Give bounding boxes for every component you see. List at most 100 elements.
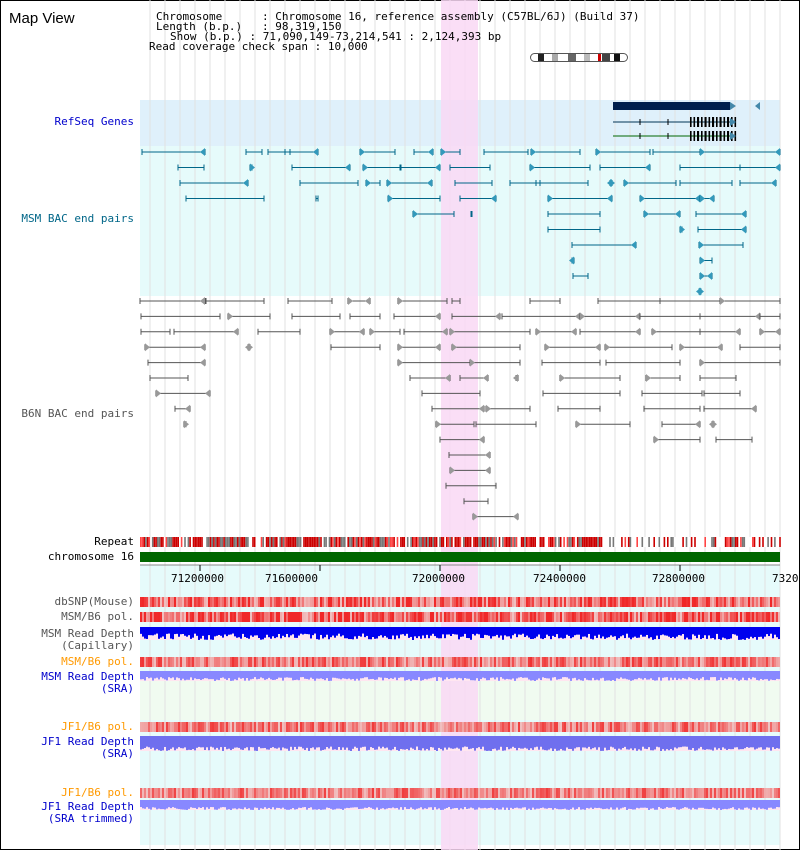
bac-end-arrow <box>359 327 364 336</box>
bac-end-arrow <box>442 327 447 336</box>
length-value: 98,319,150 <box>275 20 342 33</box>
bac-end-arrow <box>775 163 780 172</box>
length-row: Length (b.p.) : 98,319,150 <box>156 20 342 33</box>
bac-end-arrow <box>695 194 700 203</box>
bac-end-arrow <box>560 374 565 382</box>
bac-end-arrow <box>185 404 190 413</box>
label-b6n-bac: B6N BAC end pairs <box>21 407 134 420</box>
bac-end-arrow <box>491 194 496 203</box>
bac-end-arrow <box>575 312 580 321</box>
bac-end-arrow <box>452 343 457 352</box>
chromosome-value: Chromosome 16, reference assembly (C57BL… <box>275 10 640 23</box>
bac-end-arrow <box>699 241 704 249</box>
repeat-track <box>140 537 781 547</box>
exon-mark <box>712 131 715 141</box>
exon-mark <box>716 131 718 141</box>
bac-end-arrow <box>709 194 714 203</box>
exon-mark <box>693 117 696 127</box>
show-key: Show (b.p.) <box>170 30 243 43</box>
bac-end-arrow <box>427 179 432 187</box>
bac-end-arrow <box>707 272 712 280</box>
bac-end-arrow <box>607 179 612 187</box>
bac-end-arrow <box>717 343 722 352</box>
exon-mark <box>716 117 718 127</box>
bac-end-arrow <box>156 389 161 398</box>
bac-end-arrow <box>680 225 685 234</box>
axis-ticks <box>199 565 681 571</box>
bac-end-arrow <box>700 256 705 265</box>
bac-end-arrow <box>644 210 649 218</box>
bac-end-arrow <box>760 327 765 336</box>
label-repeat: Repeat <box>94 535 134 548</box>
exon-mark <box>690 117 692 127</box>
bac-end-arrow <box>695 420 700 429</box>
msm-bac-pairs[interactable] <box>141 148 781 296</box>
bac-end-arrow <box>495 312 500 321</box>
bac-end-arrow <box>571 327 576 336</box>
bac-end-arrow <box>436 420 441 429</box>
refseq-genes[interactable] <box>613 102 760 141</box>
bac-end-arrow <box>735 327 740 336</box>
bac-end-arrow <box>348 297 353 305</box>
bac-end-arrow <box>388 194 393 203</box>
bac-end-arrow <box>635 312 640 321</box>
selection-highlight[interactable] <box>441 0 478 850</box>
axis-tick-label: 7320 <box>772 572 799 585</box>
label-dbsnp: dbSNP(Mouse) <box>54 595 134 608</box>
bac-end-arrow <box>771 179 776 187</box>
bac-end-arrow <box>184 420 189 429</box>
bac-end-arrow <box>363 163 368 172</box>
bac-end-arrow <box>330 327 335 336</box>
exon-mark <box>723 117 726 127</box>
bac-end-arrow <box>741 210 746 218</box>
exon-mark <box>723 131 726 141</box>
bac-end-arrow <box>398 297 403 305</box>
bac-end-arrow <box>228 312 233 321</box>
bac-end-arrow <box>450 466 455 475</box>
b6n-bac-pairs[interactable] <box>139 297 781 521</box>
bac-end-arrow <box>485 466 490 475</box>
label-msm-depth-cap: MSM Read Depth (Capillary) <box>41 627 134 652</box>
bac-end-arrow <box>200 358 205 367</box>
bac-end-arrow <box>435 163 440 172</box>
label-chromosome: chromosome 16 <box>47 550 134 563</box>
bac-end-arrow <box>646 374 651 382</box>
exon-mark <box>708 131 711 141</box>
exon-mark <box>712 117 715 127</box>
bac-end-arrow <box>233 327 238 336</box>
bac-end-arrow <box>450 327 455 336</box>
bac-end-arrow <box>435 343 440 352</box>
grid-lines <box>149 0 781 850</box>
bac-end-arrow <box>365 297 370 305</box>
bac-end-arrow <box>596 148 601 156</box>
bac-end-arrow <box>360 148 365 156</box>
exon-mark <box>693 131 696 141</box>
bac-end-arrow <box>435 312 440 321</box>
bac-end-arrow <box>775 148 780 156</box>
chromosome-bar <box>140 552 780 562</box>
bac-end-arrow <box>205 389 210 398</box>
bac-end-arrow <box>751 404 756 413</box>
exon-mark <box>690 131 692 141</box>
bac-end-arrow <box>513 374 518 382</box>
bac-end-arrow <box>445 374 450 382</box>
depth-tracks <box>140 627 780 810</box>
bac-end-arrow <box>470 358 475 367</box>
exon-mark <box>727 131 730 141</box>
coverage-row: Read coverage check span : 10,000 <box>149 40 368 53</box>
bac-end-arrow <box>245 343 250 352</box>
exon-mark <box>705 131 707 141</box>
length-key: Length (b.p.) <box>156 20 243 33</box>
bac-end-arrow <box>548 194 553 203</box>
bac-end-arrow <box>741 225 746 234</box>
bac-end-arrow <box>428 148 433 156</box>
bac-end-arrow <box>479 435 484 444</box>
bac-end-arrow <box>675 210 680 218</box>
bac-end-arrow <box>200 148 205 156</box>
chromosome-ideogram[interactable] <box>530 53 628 62</box>
bac-end-arrow <box>486 404 491 413</box>
exon-mark <box>720 131 722 141</box>
bac-end-arrow <box>483 374 488 382</box>
label-jf1-b6-pol2: JF1/B6 pol. <box>61 786 134 799</box>
